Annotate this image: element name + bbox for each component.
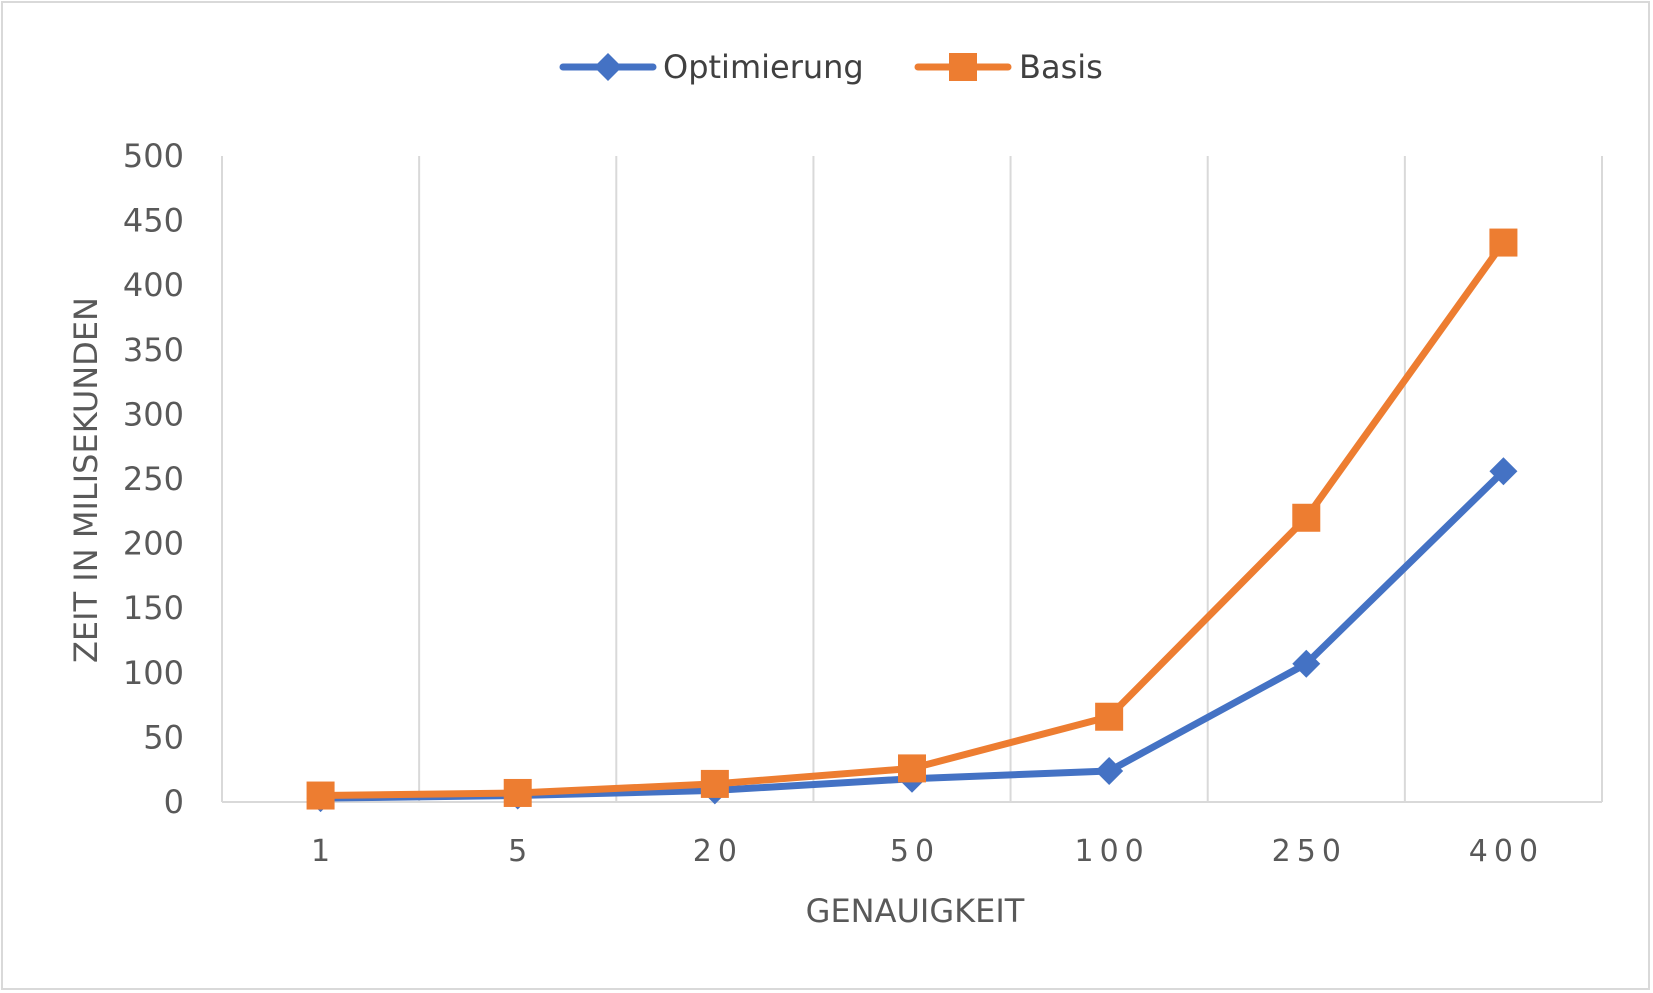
x-tick-label: 400 bbox=[1469, 834, 1544, 869]
data-point bbox=[306, 781, 335, 810]
y-tick-label: 150 bbox=[123, 589, 184, 627]
data-point bbox=[503, 778, 532, 807]
legend-entry: Optimierung bbox=[559, 48, 864, 86]
data-point bbox=[898, 754, 926, 783]
x-axis-title: GENAUIGKEIT bbox=[806, 892, 1025, 930]
legend-label: Basis bbox=[1019, 48, 1103, 86]
data-point bbox=[1489, 457, 1518, 486]
x-tick-label: 100 bbox=[1075, 834, 1150, 869]
legend: Optimierung Basis bbox=[559, 48, 1103, 86]
y-tick-label: 50 bbox=[143, 718, 184, 756]
data-point bbox=[1095, 702, 1124, 731]
grid-lines bbox=[418, 156, 1603, 802]
x-tick-label: 50 bbox=[890, 834, 940, 869]
legend-label: Optimierung bbox=[663, 48, 864, 86]
x-tick-labels: 1 5 20 50 100 250 400 bbox=[311, 834, 1544, 869]
x-tick-label: 250 bbox=[1272, 834, 1347, 869]
x-tick-label: 20 bbox=[693, 834, 743, 869]
y-tick-labels: 0 50 100 150 200 250 300 350 400 450 500 bbox=[123, 137, 184, 821]
axes bbox=[221, 156, 1602, 803]
legend-marker bbox=[949, 53, 977, 81]
series-basis bbox=[306, 228, 1518, 810]
y-tick-label: 450 bbox=[123, 202, 184, 240]
data-point bbox=[1292, 649, 1321, 678]
legend-marker bbox=[594, 53, 622, 81]
y-tick-label: 500 bbox=[123, 137, 184, 175]
data-point bbox=[1095, 756, 1124, 785]
series-line bbox=[317, 467, 1507, 802]
legend-entry: Basis bbox=[914, 48, 1103, 86]
data-point bbox=[700, 769, 729, 798]
series-line bbox=[317, 239, 1507, 800]
series-group bbox=[306, 228, 1518, 813]
y-tick-label: 250 bbox=[123, 460, 184, 498]
data-point bbox=[1489, 228, 1518, 257]
y-tick-label: 100 bbox=[123, 654, 184, 692]
x-tick-label: 5 bbox=[508, 834, 533, 869]
y-axis-title: ZEIT IN MILISEKUNDEN bbox=[67, 297, 105, 663]
x-tick-label: 1 bbox=[311, 834, 336, 869]
y-tick-label: 200 bbox=[123, 525, 184, 563]
y-tick-label: 0 bbox=[164, 783, 184, 821]
y-tick-label: 350 bbox=[123, 331, 184, 369]
data-point bbox=[1292, 503, 1321, 532]
y-tick-label: 300 bbox=[123, 395, 184, 433]
y-tick-label: 400 bbox=[123, 266, 184, 304]
